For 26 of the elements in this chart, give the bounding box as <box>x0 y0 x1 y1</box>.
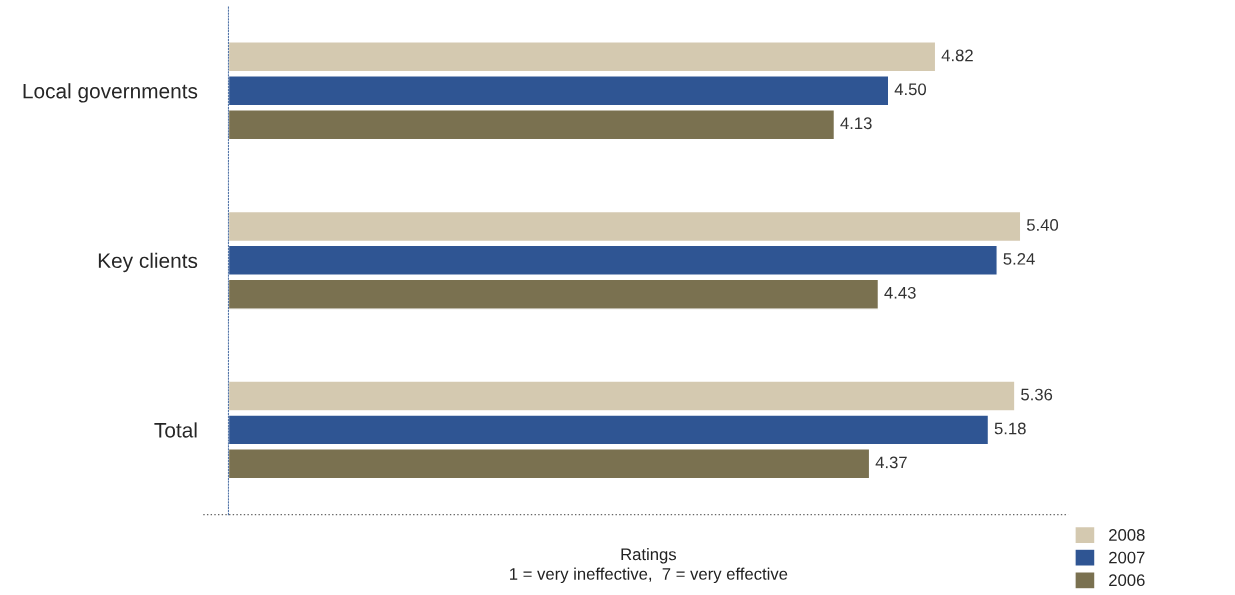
data-label: 5.18 <box>994 422 1026 435</box>
bar <box>228 210 1022 243</box>
data-label: 5.40 <box>1026 219 1059 231</box>
legend-label: 2008 <box>1109 529 1145 541</box>
y-tick-label: Key clients <box>98 252 198 273</box>
data-label: 4.37 <box>875 456 907 469</box>
bar <box>228 278 880 310</box>
y-tick-label: Local governments <box>23 83 198 103</box>
text: 1 = very ineffective, 7 = very effective <box>510 567 788 584</box>
legend-label: 2007 <box>1109 551 1145 564</box>
bar <box>228 414 990 446</box>
x-axis-title: Ratings <box>621 548 677 564</box>
bar <box>228 75 890 107</box>
bar <box>228 380 1016 412</box>
bar <box>228 244 998 276</box>
bar <box>228 448 871 480</box>
data-label: 5.36 <box>1021 388 1053 401</box>
data-label: 4.43 <box>884 286 916 299</box>
data-label: 4.50 <box>894 83 927 96</box>
y-tick-label: Total <box>154 422 197 438</box>
legend-label: 2006 <box>1109 574 1145 587</box>
data-label: 4.82 <box>941 49 973 62</box>
bar <box>228 109 836 141</box>
data-label: 5.24 <box>1003 252 1035 265</box>
bar <box>228 41 937 73</box>
data-label: 4.13 <box>840 117 872 130</box>
